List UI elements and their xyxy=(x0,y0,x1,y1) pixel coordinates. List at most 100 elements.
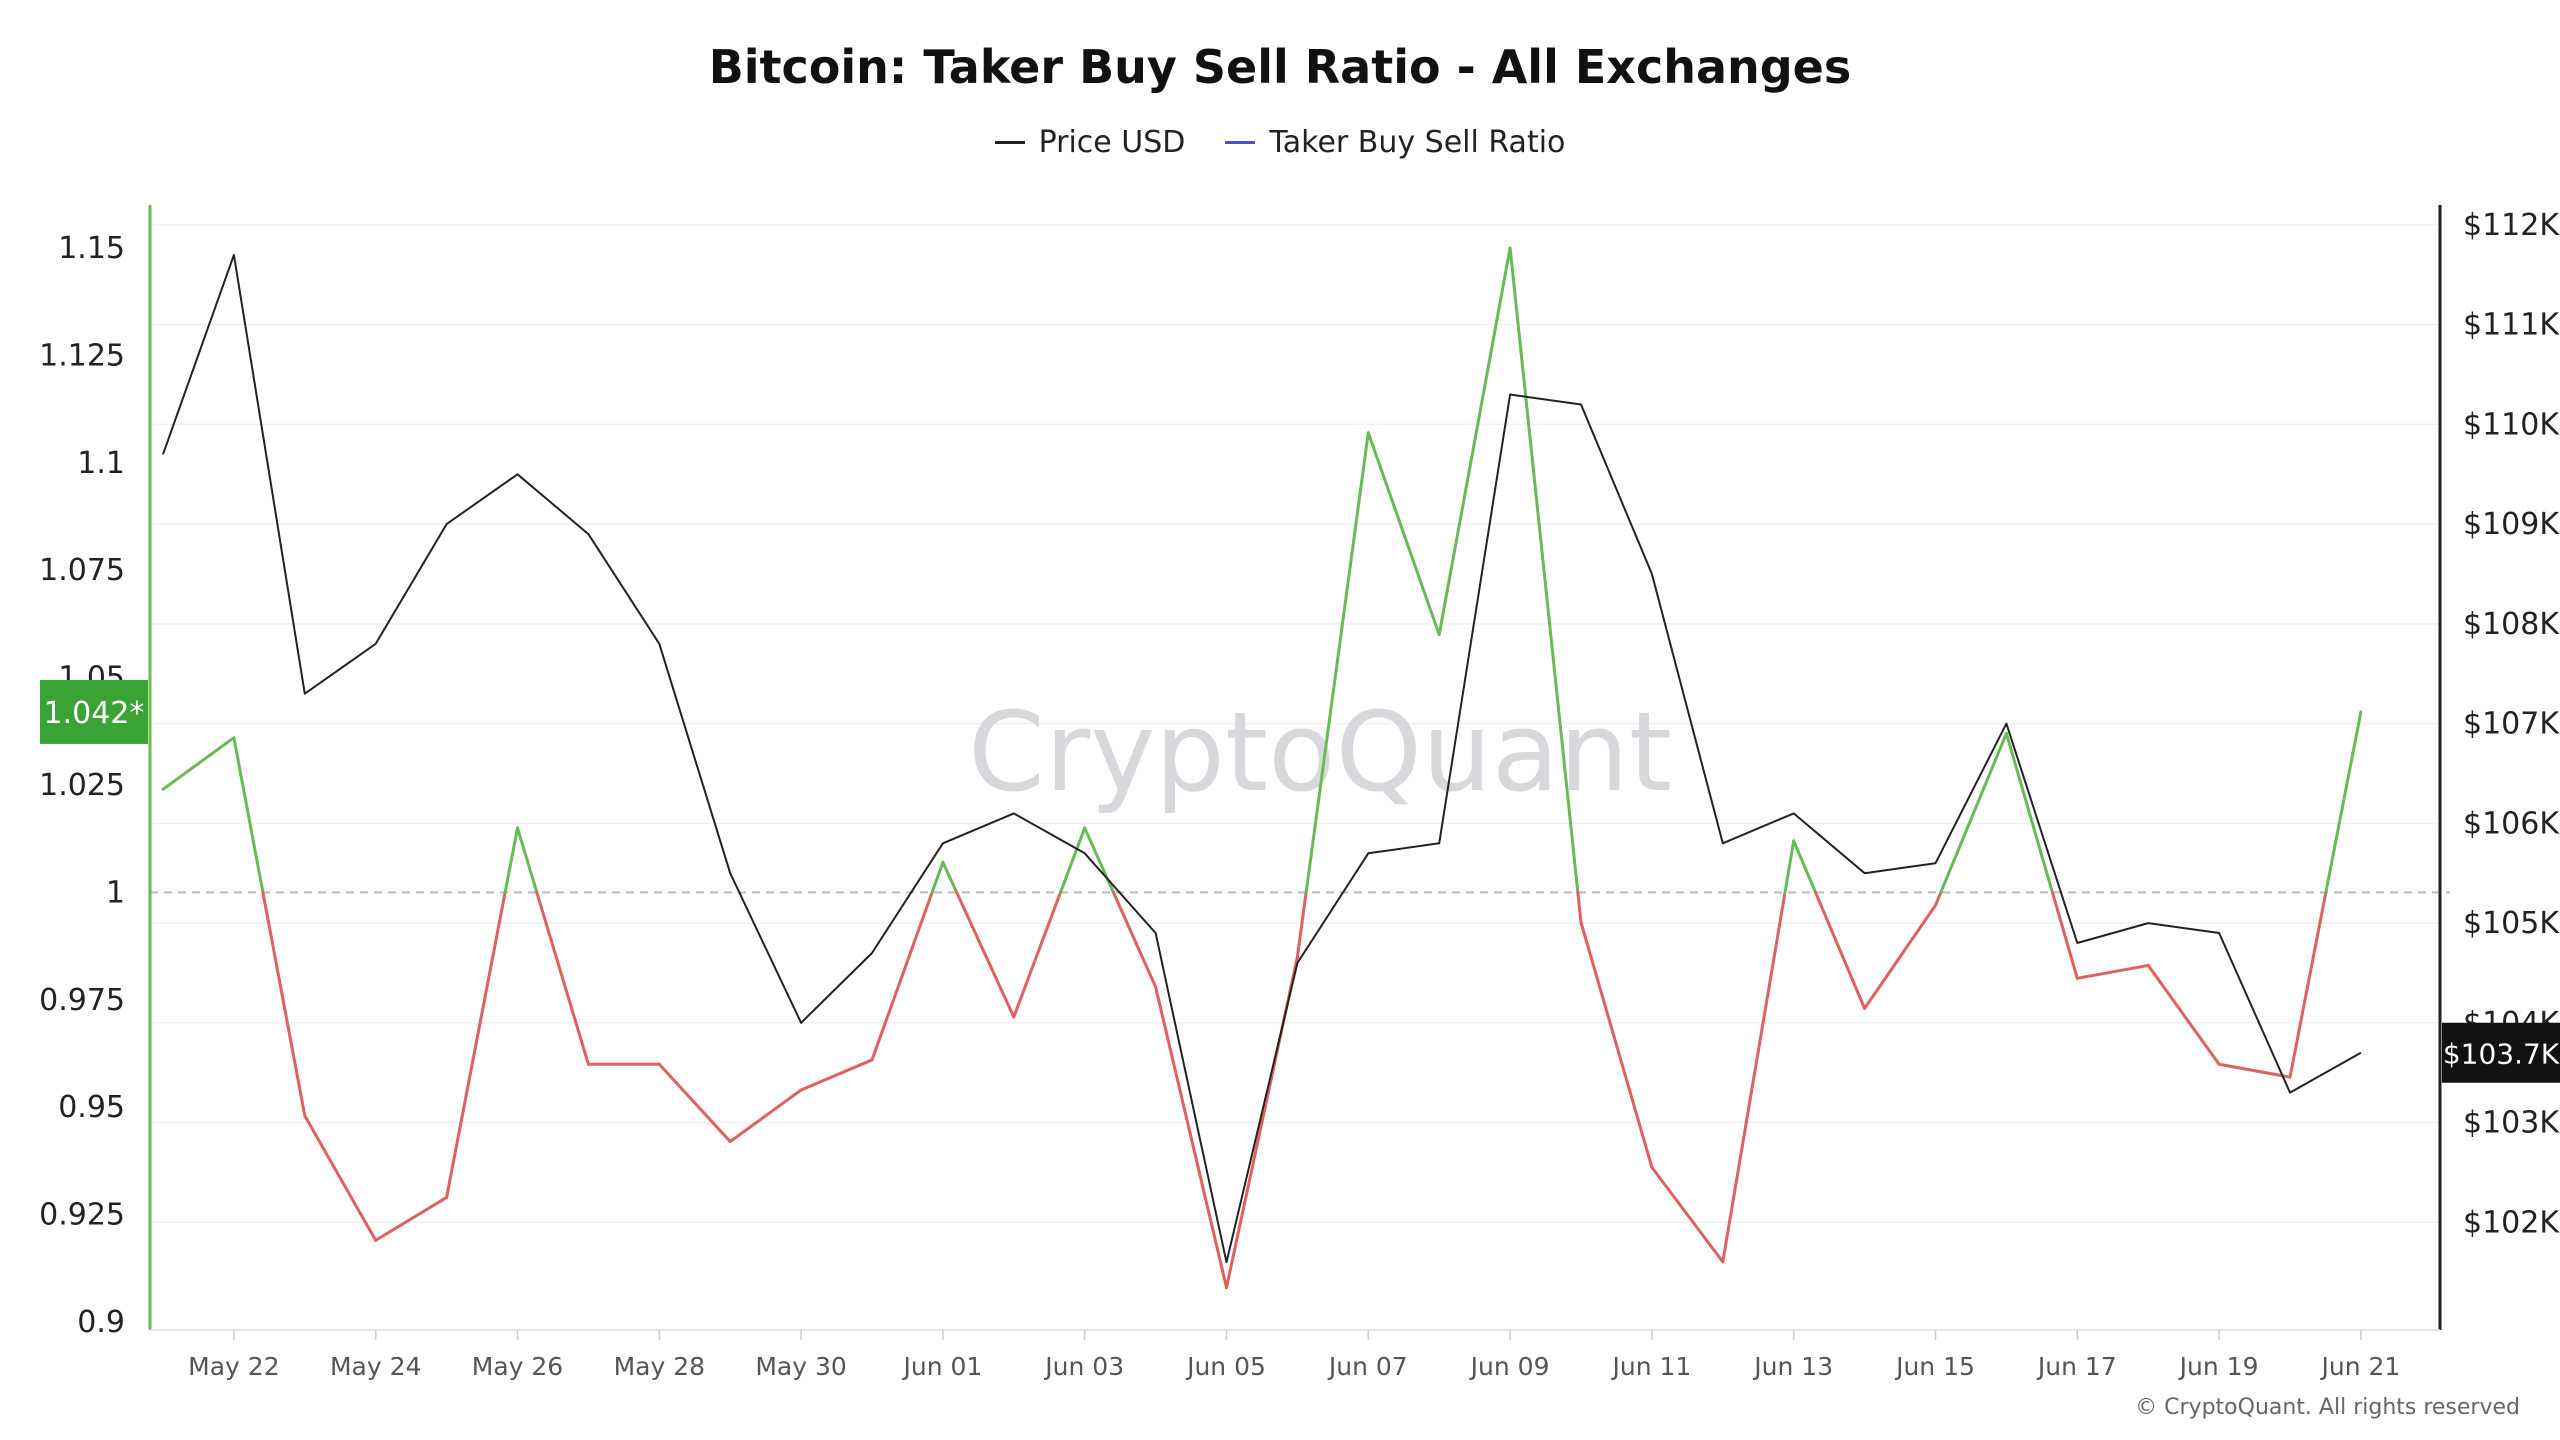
ratio-segment xyxy=(1814,890,1867,1010)
ratio-segment xyxy=(1437,246,1512,637)
legend-swatch-ratio xyxy=(1225,141,1256,144)
right-tick-label: $110K xyxy=(2463,407,2560,442)
x-tick-label: May 28 xyxy=(614,1352,705,1381)
right-tick-label: $112K xyxy=(2463,208,2560,243)
right-last-value-text: $103.7K xyxy=(2443,1038,2560,1071)
x-tick-label: Jun 01 xyxy=(901,1352,982,1381)
legend: Price USD Taker Buy Sell Ratio xyxy=(0,125,2560,160)
ratio-segment xyxy=(1083,826,1115,894)
ratio-segment xyxy=(728,1088,803,1144)
ratio-segment xyxy=(1934,890,1943,907)
right-tick-label: $102K xyxy=(2463,1205,2560,1240)
left-tick-label: 1.125 xyxy=(39,338,125,373)
ratio-segment xyxy=(516,826,539,894)
ratio-series xyxy=(161,246,2363,1290)
ratio-segment xyxy=(1154,985,1228,1290)
x-tick-label: May 22 xyxy=(188,1352,279,1381)
left-tick-label: 0.975 xyxy=(39,983,125,1018)
ratio-segment xyxy=(799,1058,874,1092)
legend-item-price[interactable]: Price USD xyxy=(994,125,1186,160)
ratio-segment xyxy=(1939,731,2008,894)
ratio-segment xyxy=(1792,839,1818,894)
x-tick-label: Jun 07 xyxy=(1327,1352,1408,1381)
ratio-segment xyxy=(1650,1165,1725,1264)
ratio-segment xyxy=(941,860,959,894)
left-tick-label: 0.925 xyxy=(39,1198,125,1233)
left-tick-label: 0.95 xyxy=(58,1090,125,1125)
left-last-value-badge xyxy=(40,679,148,744)
ratio-segment xyxy=(1111,890,1158,989)
right-tick-label: $109K xyxy=(2463,507,2560,542)
right-tick-label: $108K xyxy=(2463,607,2560,642)
ratio-segment xyxy=(374,1195,449,1242)
x-tick-label: Jun 05 xyxy=(1185,1352,1266,1381)
right-last-value-badge xyxy=(2442,1022,2560,1083)
ratio-segment xyxy=(303,1114,378,1242)
ratio-segment xyxy=(445,890,507,1199)
ratio-segment xyxy=(1508,246,1580,894)
legend-item-ratio[interactable]: Taker Buy Sell Ratio xyxy=(1225,125,1565,160)
ratio-segment xyxy=(1579,920,1654,1169)
ratio-segment xyxy=(1059,826,1087,894)
right-tick-label: $103K xyxy=(2463,1106,2560,1141)
x-tick-label: May 30 xyxy=(755,1352,846,1381)
left-tick-label: 1.15 xyxy=(58,231,125,266)
tick-labels: 0.90.9250.950.97511.0251.051.0751.11.125… xyxy=(39,208,2560,1381)
ratio-segment xyxy=(1721,890,1787,1264)
ratio-segment xyxy=(2004,731,2054,894)
ratio-segment xyxy=(657,1062,732,1144)
copyright-text: © CryptoQuant. All rights reserved xyxy=(2135,1395,2520,1420)
x-tick-label: Jun 11 xyxy=(1610,1352,1691,1381)
ratio-segment xyxy=(1012,890,1063,1019)
legend-label-ratio: Taker Buy Sell Ratio xyxy=(1269,125,1566,160)
x-tick-label: Jun 21 xyxy=(2319,1352,2400,1381)
ratio-segment xyxy=(870,890,934,1062)
ratio-segment xyxy=(232,736,265,894)
ratio-segment xyxy=(1295,890,1308,959)
ratio-segment xyxy=(1576,890,1583,924)
left-tick-label: 1.025 xyxy=(39,768,125,803)
ratio-segment xyxy=(2050,890,2079,980)
left-tick-label: 1.075 xyxy=(39,553,125,588)
right-tick-label: $106K xyxy=(2463,806,2560,841)
x-tick-label: May 24 xyxy=(330,1352,421,1381)
price-series xyxy=(162,253,2362,1264)
ratio-segment xyxy=(1366,431,1441,637)
axes xyxy=(148,205,2442,1331)
last-value-badges: 1.042* $103.7K xyxy=(40,679,2560,1083)
ratio-segment xyxy=(1863,903,1937,1010)
x-tick-label: Jun 19 xyxy=(2178,1352,2259,1381)
ratio-segment xyxy=(955,890,1016,1019)
ratio-segment xyxy=(1304,431,1370,894)
ratio-segment xyxy=(1783,839,1796,894)
ratio-segment xyxy=(930,860,945,894)
right-tick-label: $107K xyxy=(2463,707,2560,742)
x-tick-label: Jun 15 xyxy=(1894,1352,1975,1381)
x-tick-label: Jun 09 xyxy=(1469,1352,1550,1381)
ratio-segment xyxy=(503,826,519,894)
ratio-segment xyxy=(2146,963,2221,1066)
chart-title: Bitcoin: Taker Buy Sell Ratio - All Exch… xyxy=(708,40,1852,94)
right-tick-label: $111K xyxy=(2463,308,2560,343)
left-tick-label: 0.9 xyxy=(77,1305,125,1340)
ratio-segment xyxy=(2075,963,2150,980)
ratio-segment xyxy=(2217,1062,2292,1079)
x-tick-label: May 26 xyxy=(472,1352,563,1381)
ratio-segment xyxy=(2324,710,2363,894)
left-tick-label: 1.1 xyxy=(77,446,125,481)
ratio-segment xyxy=(261,890,307,1118)
grid-lines xyxy=(150,224,2440,1224)
x-tick-label: Jun 17 xyxy=(2036,1352,2117,1381)
x-tick-label: Jun 03 xyxy=(1043,1352,1124,1381)
ratio-segment xyxy=(2288,890,2328,1079)
legend-swatch-price xyxy=(994,141,1025,144)
left-tick-label: 1 xyxy=(106,875,125,910)
x-tick-label: Jun 13 xyxy=(1752,1352,1833,1381)
price-line xyxy=(162,253,2362,1264)
right-tick-label: $105K xyxy=(2463,906,2560,941)
left-last-value-text: 1.042* xyxy=(44,696,145,731)
legend-label-price: Price USD xyxy=(1038,125,1186,160)
ratio-segment xyxy=(161,736,236,791)
ratio-segment xyxy=(535,890,590,1066)
